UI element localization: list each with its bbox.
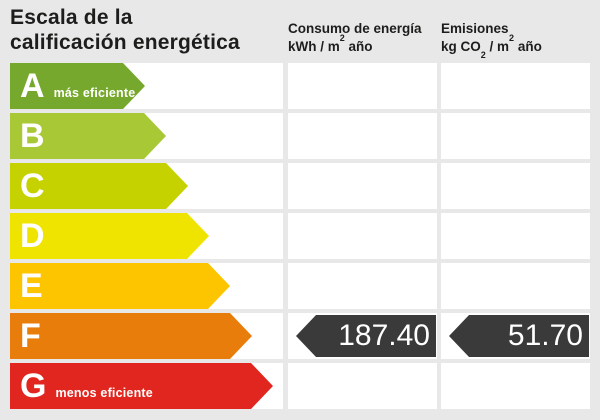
emisiones-unit-suffix: año [514,39,542,54]
emisiones-unit-mid: / m [485,39,510,54]
page-title: Escala de la calificación energética [10,6,240,55]
band-arrow-f: F [10,313,252,359]
emisiones-unit-text: kg CO [441,39,481,54]
consumo-value-arrow: 187.40 [296,315,436,357]
consumo-column-header: Consumo de energía kWh / m2 año [288,20,437,56]
scale-row-a: A más eficiente [10,63,590,109]
band-letter-d: D [20,217,45,255]
band-track-c: C [10,163,283,209]
band-label-a: más eficiente [53,86,136,100]
scale-row-f: F 187.40 51.70 [10,313,590,359]
scale-row-e: E [10,263,590,309]
band-letter-g: G [20,367,47,405]
band-letter-b: B [20,117,45,155]
band-arrow-b: B [10,113,166,159]
page-title-line2: calificación energética [10,30,240,54]
consumo-header-unit: kWh / m2 año [288,33,437,56]
scale-row-g: G menos eficiente [10,363,590,409]
emisiones-unit-sup: 2 [509,32,515,43]
consumo-unit-sup: 2 [339,32,345,43]
consumo-header-title: Consumo de energía [288,21,422,36]
band-letter-c: C [20,167,45,205]
band-track-b: B [10,113,283,159]
emisiones-cell-e [441,263,590,309]
band-letter-a: A [20,67,45,105]
emisiones-cell-b [441,113,590,159]
band-arrow-a: A más eficiente [10,63,145,109]
emisiones-header-unit: kg CO2 / m2 año [441,33,590,59]
emisiones-cell-f: 51.70 [441,313,590,359]
band-arrow-g: G menos eficiente [10,363,273,409]
band-track-g: G menos eficiente [10,363,283,409]
scale-row-d: D [10,213,590,259]
consumo-cell-d [288,213,437,259]
band-letter-f: F [20,317,41,355]
band-track-d: D [10,213,283,259]
emisiones-value: 51.70 [507,319,583,352]
band-label-g: menos eficiente [55,386,153,400]
band-track-e: E [10,263,283,309]
band-letter-e: E [20,267,43,305]
band-arrow-d: D [10,213,209,259]
consumo-unit-text: kWh / m [288,39,340,54]
emisiones-value-arrow: 51.70 [449,315,589,357]
emisiones-cell-c [441,163,590,209]
consumo-value: 187.40 [338,319,430,352]
emisiones-cell-a [441,63,590,109]
band-track-f: F [10,313,283,359]
consumo-cell-a [288,63,437,109]
page-title-line1: Escala de la [10,6,133,29]
emisiones-unit-sub: 2 [480,49,486,60]
rating-scale-grid: A más eficiente B C [10,63,590,409]
scale-row-b: B [10,113,590,159]
consumo-cell-c [288,163,437,209]
consumo-cell-b [288,113,437,159]
emisiones-header-title: Emisiones [441,21,509,36]
consumo-cell-f: 187.40 [288,313,437,359]
band-arrow-e: E [10,263,230,309]
scale-row-c: C [10,163,590,209]
band-arrow-c: C [10,163,188,209]
consumo-cell-g [288,363,437,409]
consumo-unit-suffix: año [344,39,373,54]
emisiones-cell-g [441,363,590,409]
band-track-a: A más eficiente [10,63,283,109]
consumo-cell-e [288,263,437,309]
emisiones-column-header: Emisiones kg CO2 / m2 año [441,20,590,59]
emisiones-cell-d [441,213,590,259]
